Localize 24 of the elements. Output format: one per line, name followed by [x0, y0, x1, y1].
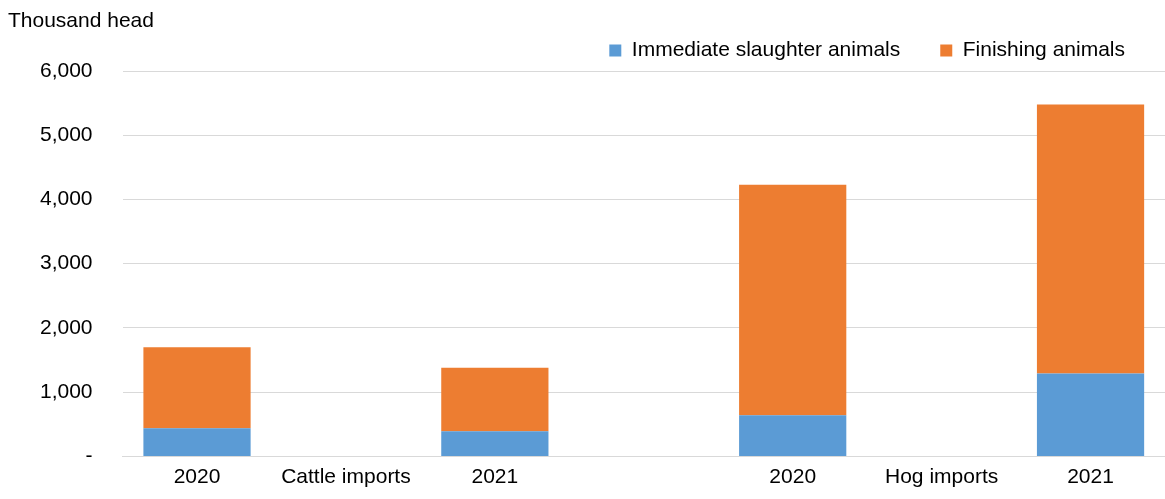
y-tick-label: 2,000 — [39, 314, 93, 338]
y-tick-label: 5,000 — [39, 122, 93, 146]
y-tick-label: 6,000 — [39, 57, 93, 81]
x-tick-label: Hog imports — [885, 463, 999, 487]
bar — [143, 428, 251, 456]
y-tick-label: 4,000 — [39, 186, 93, 210]
bar — [143, 347, 251, 429]
bar — [1036, 373, 1145, 456]
x-tick-label: 2020 — [173, 463, 221, 487]
bar — [441, 431, 549, 456]
y-axis-title: Thousand head — [8, 8, 154, 32]
bar — [739, 415, 847, 456]
bar — [441, 367, 549, 432]
bar — [739, 184, 847, 416]
x-tick-label: 2021 — [1067, 463, 1114, 487]
y-tick-label: 1,000 — [39, 378, 93, 402]
legend-label: Finishing animals — [962, 37, 1126, 61]
legend-label: Immediate slaughter animals — [631, 37, 901, 61]
bar — [1036, 104, 1145, 374]
x-tick-label: Cattle imports — [281, 463, 411, 487]
x-tick-label: 2021 — [471, 463, 519, 487]
x-tick-label: 2020 — [769, 463, 817, 487]
y-tick-label: - — [85, 443, 93, 467]
y-tick-label: 3,000 — [39, 250, 93, 274]
